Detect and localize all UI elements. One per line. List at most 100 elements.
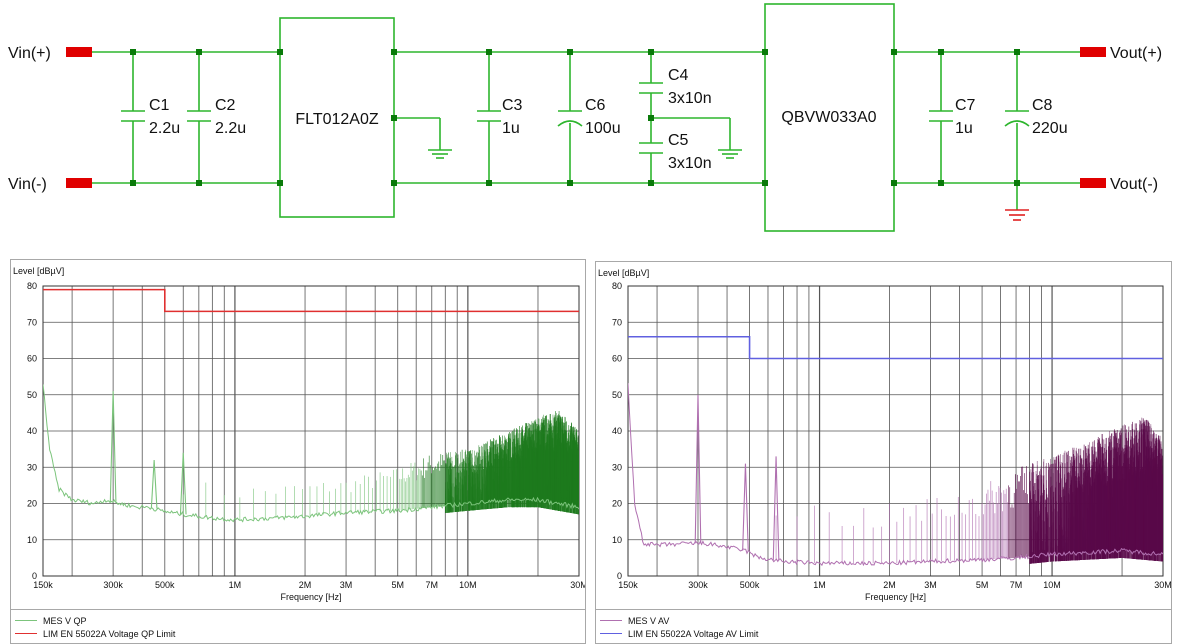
- x-tick-label: 300k: [103, 580, 123, 590]
- x-tick-label: 500k: [740, 580, 760, 590]
- legend-label: MES V AV: [628, 615, 670, 626]
- cap-c3-value: 1u: [502, 120, 520, 137]
- limit-line: [628, 335, 1163, 360]
- port-vout-minus: Vout(-): [1110, 176, 1158, 193]
- y-tick-label: 0: [32, 571, 37, 581]
- measurement-harmonics: [775, 417, 1163, 564]
- y-tick-label: 0: [617, 571, 622, 581]
- y-tick-label: 70: [612, 317, 622, 327]
- legend-label: MES V QP: [43, 615, 87, 626]
- measurement-peak: [109, 391, 117, 502]
- measurement-peak: [694, 394, 702, 544]
- x-tick-label: 2M: [883, 580, 896, 590]
- av-legend: MES V AV LIM EN 55022A Voltage AV Limit: [596, 609, 1171, 643]
- y-tick-label: 40: [27, 426, 37, 436]
- converter-module-label: QBVW033A0: [781, 109, 876, 126]
- x-tick-label: 10M: [459, 580, 477, 590]
- measurement-harmonics: [182, 410, 579, 520]
- x-tick-label: 150k: [618, 580, 638, 590]
- x-tick-label: 5M: [391, 580, 404, 590]
- cap-c6-value: 100u: [585, 120, 621, 137]
- y-tick-label: 80: [27, 281, 37, 291]
- legend-label: LIM EN 55022A Voltage AV Limit: [628, 628, 759, 639]
- y-tick-label: 20: [612, 499, 622, 509]
- cap-c2-ref: C2: [215, 97, 236, 114]
- grid-lines: [42, 285, 580, 577]
- wires: [92, 51, 1080, 210]
- av-emission-chart: Level [dBµV] 0 10 20 30 40 50 60 70 80 150k 300k 500…: [595, 261, 1172, 644]
- output-ground-icon: [1005, 209, 1029, 221]
- y-tick-label: 50: [27, 390, 37, 400]
- x-tick-label: 30M: [570, 580, 585, 590]
- qp-plot-area: Level [dBµV] 0 10 20 30 40 50 60 70 80 150k 300k 500…: [13, 266, 585, 602]
- x-tick-label: 500k: [155, 580, 175, 590]
- cap-c2-value: 2.2u: [215, 120, 246, 137]
- cap-c3-ref: C3: [502, 97, 523, 114]
- measurement-peak: [742, 463, 749, 551]
- x-tick-label: 7M: [1010, 580, 1023, 590]
- y-tick-label: 40: [612, 426, 622, 436]
- x-tick-label: 300k: [688, 580, 708, 590]
- cap-c8-ref: C8: [1032, 97, 1053, 114]
- converter-module: [764, 3, 895, 232]
- measurement-peak: [772, 456, 780, 561]
- measurement-line: [43, 384, 579, 523]
- legend-label: LIM EN 55022A Voltage QP Limit: [43, 628, 176, 639]
- cap-c7-value: 1u: [955, 120, 973, 137]
- cap-c5-ref: C5: [668, 132, 689, 149]
- y-tick-label: 80: [612, 281, 622, 291]
- y-axis-label: Level [dBµV]: [13, 266, 64, 276]
- legend-item-av-measurement: MES V AV: [600, 614, 669, 627]
- x-tick-label: 30M: [1154, 580, 1171, 590]
- qp-legend: MES V QP LIM EN 55022A Voltage QP Limit: [11, 609, 585, 643]
- x-axis-label: Frequency [Hz]: [865, 592, 926, 602]
- y-tick-label: 70: [27, 317, 37, 327]
- cap-c8-value: 220u: [1032, 120, 1068, 137]
- measurement-line: [628, 383, 1163, 567]
- cap-c4-ref: C4: [668, 67, 689, 84]
- qp-emission-chart: Level [dBµV] 0 10 20 30 40 50 60 70 80 150k 300k 500…: [10, 259, 586, 644]
- filter-schematic: Vin(+) Vin(-) Vout(+) Vout(-) FLT012A0Z …: [8, 3, 1162, 232]
- x-tick-label: 1M: [229, 580, 242, 590]
- y-axis-label: Level [dBµV]: [598, 268, 649, 278]
- capacitor-symbols: [121, 82, 1030, 154]
- y-tick-label: 60: [612, 354, 622, 364]
- av-plot-area: Level [dBµV] 0 10 20 30 40 50 60 70 80 150k 300k 500…: [598, 268, 1171, 602]
- y-tick-label: 50: [612, 390, 622, 400]
- filter-module-label: FLT012A0Z: [295, 111, 379, 128]
- x-tick-label: 10M: [1043, 580, 1061, 590]
- x-tick-label: 7M: [426, 580, 439, 590]
- y-tick-label: 30: [27, 462, 37, 472]
- x-tick-label: 1M: [813, 580, 826, 590]
- limit-line: [43, 288, 579, 313]
- cap-c6-ref: C6: [585, 97, 606, 114]
- x-tick-label: 3M: [340, 580, 353, 590]
- measurement-peak: [179, 452, 187, 515]
- legend-item-qp-measurement: MES V QP: [15, 614, 87, 627]
- y-tick-label: 10: [612, 535, 622, 545]
- port-vout-plus: Vout(+): [1110, 45, 1162, 62]
- y-tick-label: 20: [27, 499, 37, 509]
- port-vin-minus: Vin(-): [8, 176, 47, 193]
- cap-c5-value: 3x10n: [668, 155, 712, 172]
- y-tick-label: 60: [27, 354, 37, 364]
- ground-symbols: [428, 149, 742, 159]
- y-tick-label: 10: [27, 535, 37, 545]
- filter-module: [279, 17, 395, 218]
- y-tick-label: 30: [612, 462, 622, 472]
- x-tick-label: 3M: [924, 580, 937, 590]
- legend-item-av-limit: LIM EN 55022A Voltage AV Limit: [600, 627, 758, 640]
- port-vin-plus: Vin(+): [8, 45, 51, 62]
- cap-c7-ref: C7: [955, 97, 976, 114]
- cap-c1-ref: C1: [149, 97, 170, 114]
- cap-c4-value: 3x10n: [668, 90, 712, 107]
- cap-c1-value: 2.2u: [149, 120, 180, 137]
- x-tick-label: 150k: [33, 580, 53, 590]
- x-tick-label: 5M: [976, 580, 989, 590]
- port-terminals: [66, 47, 1106, 188]
- x-tick-label: 2M: [299, 580, 312, 590]
- measurement-peak: [150, 459, 158, 509]
- wire-nodes: [130, 49, 1020, 186]
- x-axis-label: Frequency [Hz]: [280, 592, 341, 602]
- legend-item-qp-limit: LIM EN 55022A Voltage QP Limit: [15, 627, 175, 640]
